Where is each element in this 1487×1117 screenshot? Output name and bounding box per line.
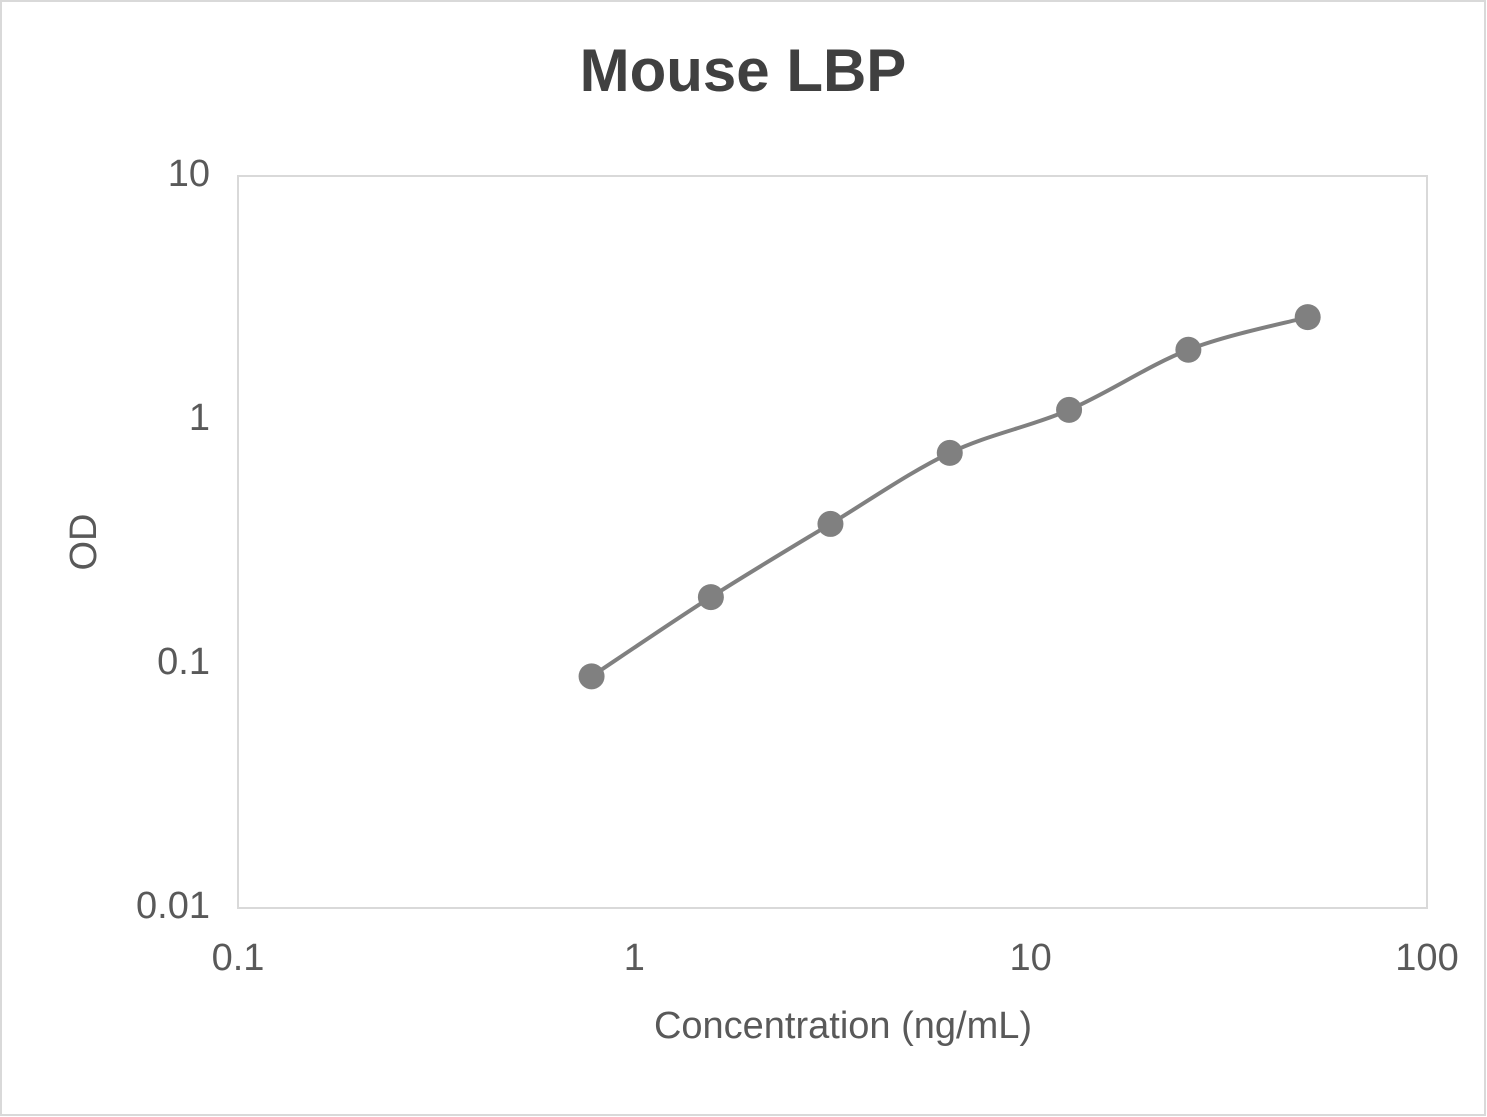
y-tick-label: 10 [168,153,210,195]
x-tick-label: 1 [624,937,645,979]
data-point [1056,396,1083,423]
data-point [1175,336,1202,363]
x-tick-label: 0.1 [212,937,265,979]
y-tick-label: 1 [189,397,210,439]
chart-title: Mouse LBP [580,37,907,104]
data-point [936,439,963,466]
x-tick-label: 100 [1395,937,1458,979]
data-point [578,663,605,690]
data-point [817,510,844,537]
data-point [697,584,724,611]
x-axis-label: Concentration (ng/mL) [654,1005,1032,1047]
y-axis-label: OD [63,514,105,571]
x-tick-label: 10 [1010,937,1052,979]
plot-area [237,175,1428,909]
data-point [1294,304,1321,331]
y-tick-label: 0.1 [157,641,210,683]
y-tick-label: 0.01 [136,885,210,927]
